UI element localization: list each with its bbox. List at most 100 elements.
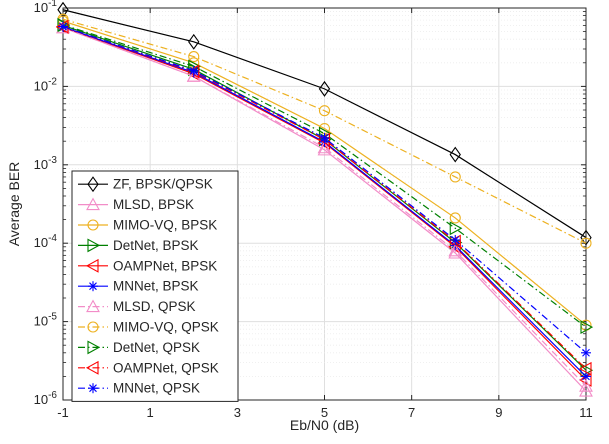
legend-label: MLSD, QPSK <box>113 299 196 314</box>
legend-entry: MNNet, BPSK <box>78 279 199 294</box>
marker-shape <box>579 383 593 397</box>
legend-marker <box>88 281 98 292</box>
series-line <box>62 27 587 387</box>
legend-entry: MLSD, BPSK <box>78 197 194 212</box>
legend-marker <box>86 197 100 211</box>
series-layer <box>55 1 594 397</box>
marker-shape <box>449 221 463 236</box>
marker-shape <box>579 379 593 392</box>
marker-shape <box>89 282 97 291</box>
data-point <box>449 221 463 236</box>
marker-shape <box>580 320 594 335</box>
marker-shape <box>578 361 592 376</box>
marker-shape <box>582 348 590 357</box>
data-point <box>580 229 592 246</box>
y-tick-label: 10-4 <box>34 233 58 250</box>
marker-shape <box>448 243 463 257</box>
legend-label: MNNet, BPSK <box>113 279 199 294</box>
x-tick-label: 11 <box>579 405 593 420</box>
data-point <box>578 361 592 376</box>
legend-marker <box>88 383 98 394</box>
legend-entry: MLSD, QPSK <box>78 299 196 314</box>
y-tick-label: 10-5 <box>34 312 58 329</box>
legend-label: OAMPNet, QPSK <box>113 360 219 375</box>
legend-entry: DetNet, BPSK <box>78 238 199 253</box>
marker-shape <box>87 238 101 253</box>
marker-shape <box>188 33 200 50</box>
data-point <box>188 65 199 76</box>
x-tick-label: 3 <box>234 405 241 420</box>
marker-shape <box>449 146 461 163</box>
x-tick-label: 9 <box>495 405 502 420</box>
marker-shape <box>87 176 99 193</box>
legend-label: MIMO-VQ, QPSK <box>113 320 219 335</box>
data-point <box>449 146 461 163</box>
marker-shape <box>449 212 461 224</box>
data-point <box>449 171 461 183</box>
legend-entry: MIMO-VQ, BPSK <box>78 218 217 233</box>
marker-shape <box>57 1 69 18</box>
marker-shape <box>89 384 97 393</box>
y-tick-label: 10-6 <box>34 390 58 407</box>
marker-shape <box>451 236 460 244</box>
marker-shape <box>580 237 592 249</box>
axes-layer: -1 1 3 5 7 9 11 10-6 10-5 10-4 10-3 10-2 10-1 <box>34 0 593 420</box>
marker-shape <box>85 258 99 273</box>
data-point <box>579 383 593 397</box>
marker-shape <box>448 245 463 259</box>
data-point <box>450 234 461 245</box>
marker-shape <box>318 105 331 117</box>
data-point <box>579 379 593 392</box>
marker-shape <box>317 140 332 154</box>
legend-entry: ZF, BPSK/QPSK <box>78 176 213 193</box>
data-point <box>449 212 461 224</box>
marker-shape <box>188 51 200 63</box>
marker-shape <box>87 340 101 355</box>
legend-entry: MNNet, QPSK <box>78 381 200 396</box>
legend-label: OAMPNet, BPSK <box>113 258 217 273</box>
legend-label: DetNet, QPSK <box>113 340 200 355</box>
y-tick-label: 10-2 <box>34 76 58 93</box>
legend-marker <box>87 340 101 355</box>
legend-label: MLSD, BPSK <box>113 197 194 212</box>
marker-shape <box>189 66 198 75</box>
x-tick-label: 1 <box>147 405 154 420</box>
marker-shape <box>86 197 100 211</box>
series-10 <box>58 21 591 358</box>
legend-marker <box>87 321 99 333</box>
legend-label: MNNet, QPSK <box>113 381 200 396</box>
legend-marker <box>87 176 99 193</box>
legend-entry: DetNet, QPSK <box>78 340 200 355</box>
data-point <box>448 243 463 257</box>
series-line <box>62 9 587 239</box>
marker-shape <box>449 171 461 183</box>
marker-shape <box>59 22 67 31</box>
data-point <box>318 105 331 117</box>
data-point <box>580 237 592 249</box>
legend-marker <box>85 258 99 273</box>
data-point <box>448 245 463 259</box>
data-point <box>188 51 200 63</box>
data-point <box>58 21 68 32</box>
y-tick-label: 10-1 <box>34 0 58 15</box>
series-line <box>62 20 587 326</box>
marker-shape <box>580 229 592 246</box>
data-point <box>188 33 200 50</box>
legend-marker <box>85 360 99 375</box>
marker-shape <box>320 134 329 142</box>
marker-shape <box>86 299 100 313</box>
y-axis-title: Average BER <box>6 162 22 247</box>
legend-marker <box>86 299 100 313</box>
data-point <box>318 80 331 97</box>
legend-label: DetNet, BPSK <box>113 238 199 253</box>
marker-shape <box>582 372 590 381</box>
legend-entry: OAMPNet, BPSK <box>78 258 217 273</box>
y-tick-label: 10-3 <box>34 155 58 172</box>
data-point <box>580 320 594 335</box>
legend: ZF, BPSK/QPSK MLSD, BPSK MIMO-VQ, BPSK DetN… <box>71 170 239 402</box>
series-0 <box>57 1 592 246</box>
x-tick-label: 5 <box>321 405 328 420</box>
x-axis-title: Eb/N0 (dB) <box>290 417 359 433</box>
data-point <box>581 347 591 358</box>
